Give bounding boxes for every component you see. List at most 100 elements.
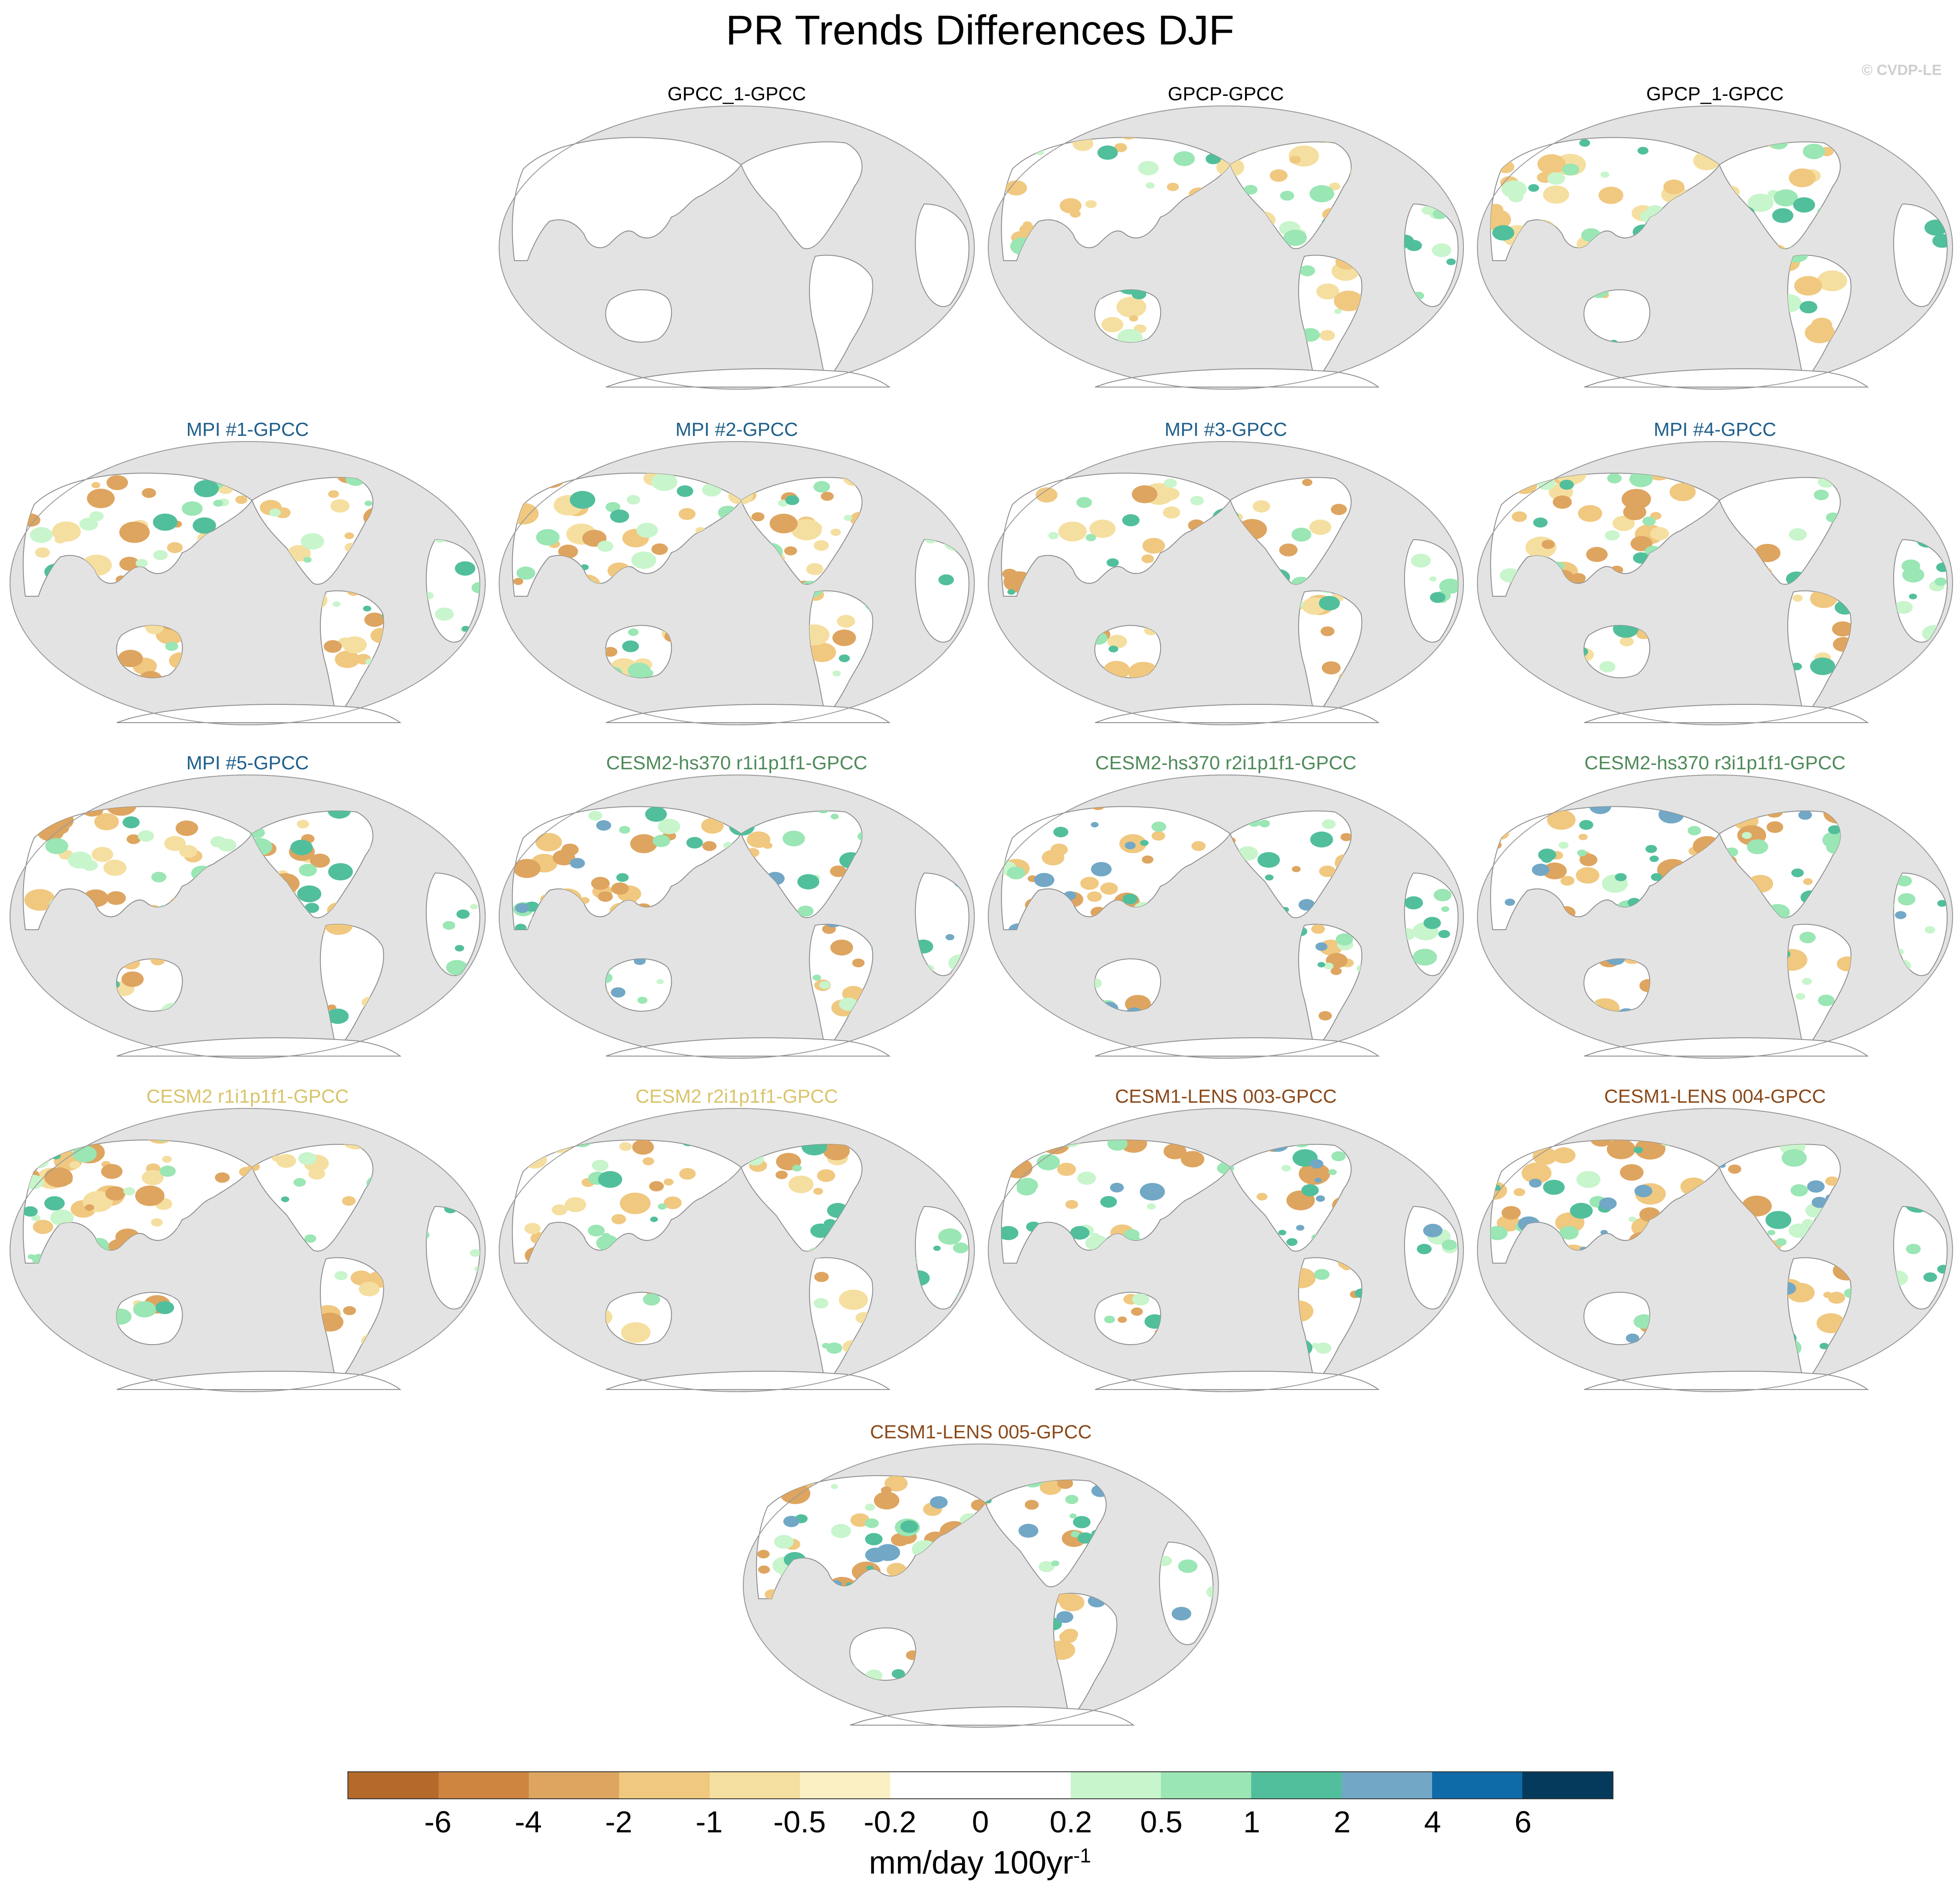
precip-blob	[813, 540, 829, 551]
precip-blob	[1035, 487, 1058, 503]
precip-blob	[844, 515, 853, 521]
precip-blob	[569, 491, 595, 509]
precip-blob	[839, 997, 858, 1011]
precip-blob	[1552, 495, 1572, 509]
precip-blob	[1125, 842, 1136, 849]
precip-blob	[1006, 794, 1021, 805]
precip-blob	[826, 1342, 843, 1354]
precip-blob	[1810, 657, 1835, 675]
precip-blob	[105, 1186, 126, 1201]
precip-blob	[1828, 1291, 1845, 1304]
precip-blob	[33, 1220, 53, 1234]
precip-blob	[780, 1483, 810, 1504]
precip-blob	[1309, 520, 1331, 535]
precip-blob	[1825, 1176, 1839, 1186]
colorbar-swatch	[348, 1772, 439, 1798]
precip-blob	[1164, 479, 1177, 488]
precip-blob	[813, 1298, 829, 1308]
precip-blob	[92, 847, 113, 862]
precip-blob	[1315, 942, 1327, 951]
precip-blob	[1324, 962, 1334, 970]
precip-blob	[1021, 137, 1048, 147]
precip-blob	[1292, 866, 1301, 873]
precip-blob	[1788, 1223, 1809, 1238]
precip-blob	[850, 1513, 870, 1527]
precip-blob	[272, 1155, 281, 1162]
precip-blob	[1148, 1475, 1164, 1483]
continent-namerica	[251, 1144, 374, 1252]
precip-blob	[1589, 806, 1611, 814]
precip-blob	[455, 561, 476, 576]
precip-blob	[1322, 661, 1341, 675]
map-panel: CESM2-hs370 r3i1p1f1-GPCC	[1475, 752, 1955, 1083]
precip-blob	[308, 1168, 325, 1180]
precip-blob	[1077, 1172, 1096, 1185]
precip-blob	[1041, 849, 1065, 866]
precip-blob	[622, 640, 639, 652]
precip-blob	[513, 578, 524, 585]
precip-blob	[598, 1171, 623, 1188]
panel-title: CESM2 r1i1p1f1-GPCC	[146, 1086, 349, 1107]
precip-blob	[1320, 330, 1335, 341]
precip-blob	[465, 829, 476, 836]
continent-antarctica	[1584, 368, 1869, 387]
precip-blob	[1547, 172, 1565, 185]
precip-blob	[535, 833, 562, 852]
precip-blob	[91, 482, 100, 489]
precip-blob	[330, 499, 350, 513]
precip-blob	[470, 1249, 480, 1257]
globe-map	[1477, 1108, 1953, 1392]
precip-blob	[69, 1161, 81, 1169]
colorbar-label: 0.2	[1049, 1805, 1092, 1839]
precip-blob	[806, 563, 823, 575]
precip-blob	[293, 1178, 306, 1187]
precip-blob	[1122, 514, 1140, 527]
precip-blob	[126, 834, 141, 844]
precip-blob	[1446, 258, 1456, 265]
precip-blob	[831, 1524, 851, 1538]
precip-blob	[363, 605, 371, 612]
precip-blob	[1335, 933, 1353, 946]
precip-blob	[1442, 1151, 1450, 1156]
precip-blob	[1006, 806, 1024, 818]
precip-blob	[783, 1515, 800, 1527]
precip-blob	[1511, 511, 1527, 522]
precip-blob	[679, 1168, 696, 1180]
precip-blob	[1924, 158, 1940, 169]
precip-blob	[1100, 1196, 1117, 1208]
precip-blob	[1869, 801, 1876, 805]
precip-blob	[763, 842, 772, 849]
precip-blob	[1649, 855, 1659, 862]
precip-blob	[788, 1176, 814, 1193]
precip-blob	[1579, 139, 1590, 147]
precip-blob	[1579, 853, 1598, 866]
precip-blob	[467, 840, 480, 858]
panel-title: MPI #3-GPCC	[1164, 419, 1287, 440]
precip-blob	[323, 640, 342, 653]
precip-blob	[1004, 992, 1015, 1000]
precip-blob	[1613, 515, 1635, 531]
precip-blob	[133, 1301, 157, 1318]
figure-title: PR Trends Differences DJF	[725, 7, 1235, 54]
map-panel: MPI #5-GPCC	[8, 752, 487, 1083]
precip-blob	[1163, 506, 1181, 519]
colorbar-swatch	[709, 1772, 800, 1798]
precip-blob	[1330, 503, 1347, 515]
panel-title: GPCP_1-GPCC	[1646, 83, 1784, 105]
colorbar-label: 1	[1243, 1805, 1260, 1839]
map-panel: CESM2-hs370 r2i1p1f1-GPCC	[986, 752, 1466, 1083]
precip-blob	[1521, 1162, 1552, 1184]
precip-blob	[1501, 1206, 1521, 1220]
continent-antarctica	[1095, 1037, 1380, 1057]
precip-blob	[298, 1152, 316, 1165]
precip-blob	[784, 1163, 794, 1170]
precip-blob	[631, 551, 657, 569]
precip-blob	[677, 485, 694, 497]
precip-blob	[1146, 182, 1155, 189]
precip-blob	[1909, 594, 1917, 599]
precip-blob	[626, 495, 640, 505]
precip-blob	[87, 489, 115, 508]
precip-blob	[1766, 821, 1783, 833]
precip-blob	[1007, 866, 1025, 880]
precip-blob	[276, 1154, 296, 1168]
